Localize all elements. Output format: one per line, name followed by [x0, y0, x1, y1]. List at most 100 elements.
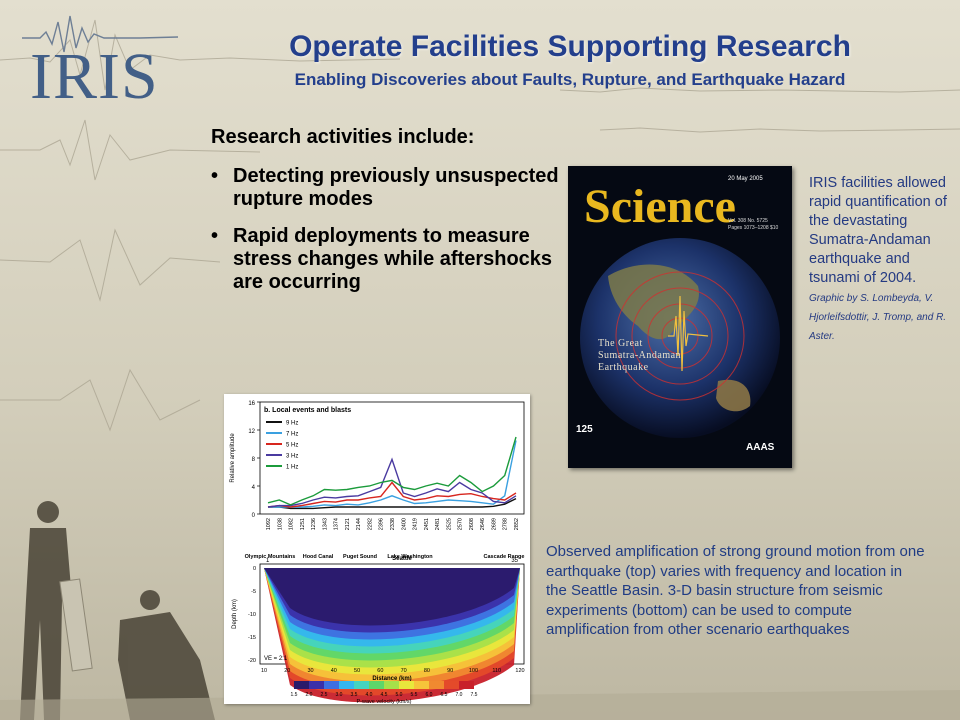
station-label: 2646 — [480, 518, 486, 530]
graphic-credit: Graphic by S. Lombeyda, V. Hjorleifsdott… — [809, 293, 947, 342]
station-label: 2481 — [435, 518, 441, 530]
cover-volume-info: Vol. 308 No. 5725 Pages 1073–1208 $10 — [728, 218, 778, 232]
research-bullets: • Detecting previously unsuspected ruptu… — [209, 165, 559, 308]
colorbar-tick-label: 7.5 — [471, 692, 478, 698]
bottom-caption: Observed amplification of strong ground … — [546, 543, 925, 638]
colorbar-tick-label: 2.5 — [321, 692, 328, 698]
y-tick-label: 4 — [252, 485, 256, 491]
depth-tick-label: -5 — [251, 589, 256, 595]
legend-label: 7 Hz — [286, 432, 298, 438]
research-heading: Research activities include: — [211, 126, 475, 148]
station-label: 2400 — [401, 518, 407, 530]
colorbar-swatch — [459, 681, 474, 689]
place-label: Olympic Mountains — [245, 554, 296, 560]
colorbar-tick-label: 3.5 — [351, 692, 358, 698]
anniversary-badge: 125 — [576, 424, 593, 435]
cover-date: 20 May 2005 — [728, 176, 763, 182]
station-label: 2852 — [514, 518, 520, 530]
colorbar-tick-label: 5.0 — [396, 692, 403, 698]
distance-tick-label: 40 — [331, 668, 337, 674]
series-line — [267, 481, 517, 508]
science-cover-image: Science 20 May 2005 Vol. 308 No. 5725 Pa… — [568, 166, 792, 468]
distance-tick-label: 90 — [447, 668, 453, 674]
y-tick-label: 12 — [248, 429, 255, 435]
colorbar-tick-label: 1.5 — [291, 692, 298, 698]
place-label: Hood Canal — [303, 554, 334, 560]
distance-tick-label: 80 — [424, 668, 430, 674]
legend-label: 9 Hz — [286, 421, 298, 427]
colorbar-swatch — [384, 681, 399, 689]
station-label: 2570 — [458, 518, 464, 530]
distance-tick-label: 60 — [377, 668, 383, 674]
station-label: 1374 — [334, 518, 340, 530]
station-label: 1092 — [266, 518, 272, 530]
station-label: 1038 — [277, 518, 283, 530]
logo-text: IRIS — [30, 40, 159, 113]
depth-tick-label: -10 — [248, 612, 256, 618]
distance-tick-label: 30 — [307, 668, 313, 674]
legend-label: 3 Hz — [286, 454, 298, 460]
place-label: Cascade Range — [484, 554, 525, 560]
station-label: 2144 — [356, 518, 362, 530]
station-label: 1082 — [289, 518, 295, 530]
colorbar-swatch — [354, 681, 369, 689]
depth-tick-label: -15 — [248, 635, 256, 641]
station-label: 1236 — [311, 518, 317, 530]
colorbar-tick-label: 4.0 — [366, 692, 373, 698]
colorbar-swatch — [309, 681, 324, 689]
cover-caption-line: Earthquake — [598, 362, 649, 373]
aaas-logo: AAAS — [746, 442, 775, 453]
bullet-icon: • — [211, 165, 219, 187]
legend-label: 5 Hz — [286, 443, 298, 449]
colorbar-tick-label: 2.0 — [306, 692, 313, 698]
logo-seismogram — [22, 15, 179, 53]
colorbar-swatch — [369, 681, 384, 689]
ve-label: VE = 2:1 — [264, 656, 288, 662]
depth-tick-label: -20 — [248, 658, 256, 664]
y-tick-label: 8 — [252, 457, 256, 463]
colorbar-tick-label: 4.5 — [381, 692, 388, 698]
cover-volume-line: Pages 1073–1208 $10 — [728, 225, 779, 231]
seattle-basin-figure: 0 4 8 12 16 Relative amplitude b. Local events… — [224, 394, 530, 705]
series-line — [268, 497, 517, 510]
colorbar-swatch — [294, 681, 309, 689]
y-axis-label: Relative amplitude — [230, 433, 236, 483]
station-label: 1343 — [322, 518, 328, 530]
iris-logo — [22, 15, 179, 53]
station-label: 2788 — [503, 518, 509, 530]
cover-caption-line: Sumatra-Andaman — [598, 350, 682, 361]
depth-tick-label: 0 — [253, 566, 256, 572]
station-label: 2419 — [413, 518, 419, 530]
depth-axis-label: Depth (km) — [232, 599, 238, 629]
bullet-text: Detecting previously unsuspected rupture… — [233, 165, 559, 210]
page-title: Operate Facilities Supporting Research — [289, 30, 851, 63]
station-label: 2525 — [446, 518, 452, 530]
bullet-icon: • — [211, 225, 219, 247]
colorbar-label: P-wave velocity (km/s) — [356, 699, 411, 704]
station-label: 2689 — [491, 518, 497, 530]
colorbar-tick-label: 5.5 — [411, 692, 418, 698]
station-label: 2121 — [345, 518, 351, 530]
colorbar-swatch — [444, 681, 459, 689]
distance-tick-label: 50 — [354, 668, 360, 674]
distance-tick-label: 10 — [261, 668, 267, 674]
colorbar-tick-label: 6.0 — [426, 692, 433, 698]
colorbar-tick-label: 7.0 — [456, 692, 463, 698]
bullet-item: • Detecting previously unsuspected ruptu… — [209, 165, 559, 211]
distance-tick-label: 110 — [492, 668, 501, 674]
cover-masthead: Science — [584, 180, 736, 233]
colorbar-swatch — [429, 681, 444, 689]
series-line — [268, 440, 517, 508]
cover-volume-line: Vol. 308 No. 5725 — [728, 218, 768, 224]
station-label: 2608 — [469, 518, 475, 530]
colorbar-tick-label: 3.0 — [336, 692, 343, 698]
distance-tick-label: 20 — [284, 668, 290, 674]
earth-globe-graphic — [580, 238, 780, 438]
colorbar-swatch — [339, 681, 354, 689]
distance-tick-label: 120 — [515, 668, 524, 674]
distance-tick-label: 70 — [401, 668, 407, 674]
y-tick-label: 16 — [248, 401, 255, 407]
velocity-band — [264, 568, 520, 626]
distance-tick-label: 100 — [469, 668, 478, 674]
station-label: 2396 — [379, 518, 385, 530]
